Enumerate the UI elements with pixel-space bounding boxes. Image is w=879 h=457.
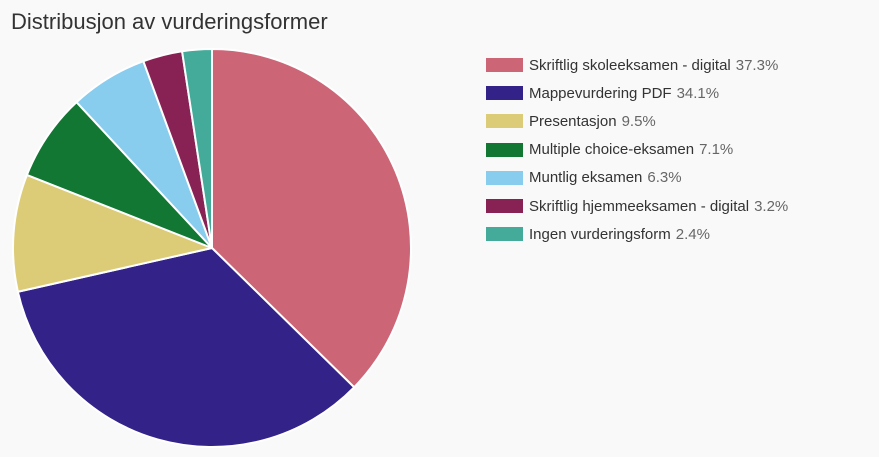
chart-legend: Skriftlig skoleeksamen - digital 37.3% Map… <box>486 51 788 248</box>
legend-item[interactable]: Presentasjon 9.5% <box>486 107 788 135</box>
pie-slices <box>12 48 412 448</box>
legend-value: 9.5% <box>621 112 656 130</box>
legend-label: Skriftlig hjemmeeksamen - digital <box>529 197 750 215</box>
legend-swatch <box>486 170 523 185</box>
pie-slice-0[interactable] <box>211 48 412 389</box>
legend-value: 37.3% <box>735 56 779 74</box>
legend-swatch <box>486 199 523 214</box>
pie-slice-2[interactable] <box>12 173 213 293</box>
legend-label: Muntlig eksamen <box>529 169 643 187</box>
legend-value: 6.3% <box>647 169 682 187</box>
legend-label: Ingen vurderingsform <box>529 225 671 243</box>
legend-swatch <box>486 114 523 129</box>
legend-label: Mappevurdering PDF <box>529 84 672 102</box>
legend-item[interactable]: Multiple choice-eksamen 7.1% <box>486 136 788 164</box>
legend-item[interactable]: Mappevurdering PDF 34.1% <box>486 79 788 107</box>
pie-slice-6[interactable] <box>181 48 213 249</box>
legend-value: 2.4% <box>675 225 710 243</box>
legend-swatch <box>486 142 523 157</box>
chart-title: Distribusjon av vurderingsformer <box>11 9 328 34</box>
pie-slice-1[interactable] <box>16 247 356 448</box>
legend-label: Multiple choice-eksamen <box>529 141 695 159</box>
legend-label: Presentasjon <box>529 112 617 130</box>
legend-value: 34.1% <box>676 84 720 102</box>
legend-swatch <box>486 58 523 73</box>
legend-swatch <box>486 86 523 101</box>
legend-value: 7.1% <box>699 141 734 159</box>
legend-value: 3.2% <box>754 197 789 215</box>
legend-swatch <box>486 227 523 242</box>
legend-item[interactable]: Skriftlig skoleeksamen - digital 37.3% <box>486 51 788 79</box>
legend-item[interactable]: Ingen vurderingsform 2.4% <box>486 220 788 248</box>
legend-item[interactable]: Muntlig eksamen 6.3% <box>486 164 788 192</box>
legend-label: Skriftlig skoleeksamen - digital <box>529 56 731 74</box>
legend-item[interactable]: Skriftlig hjemmeeksamen - digital 3.2% <box>486 192 788 220</box>
